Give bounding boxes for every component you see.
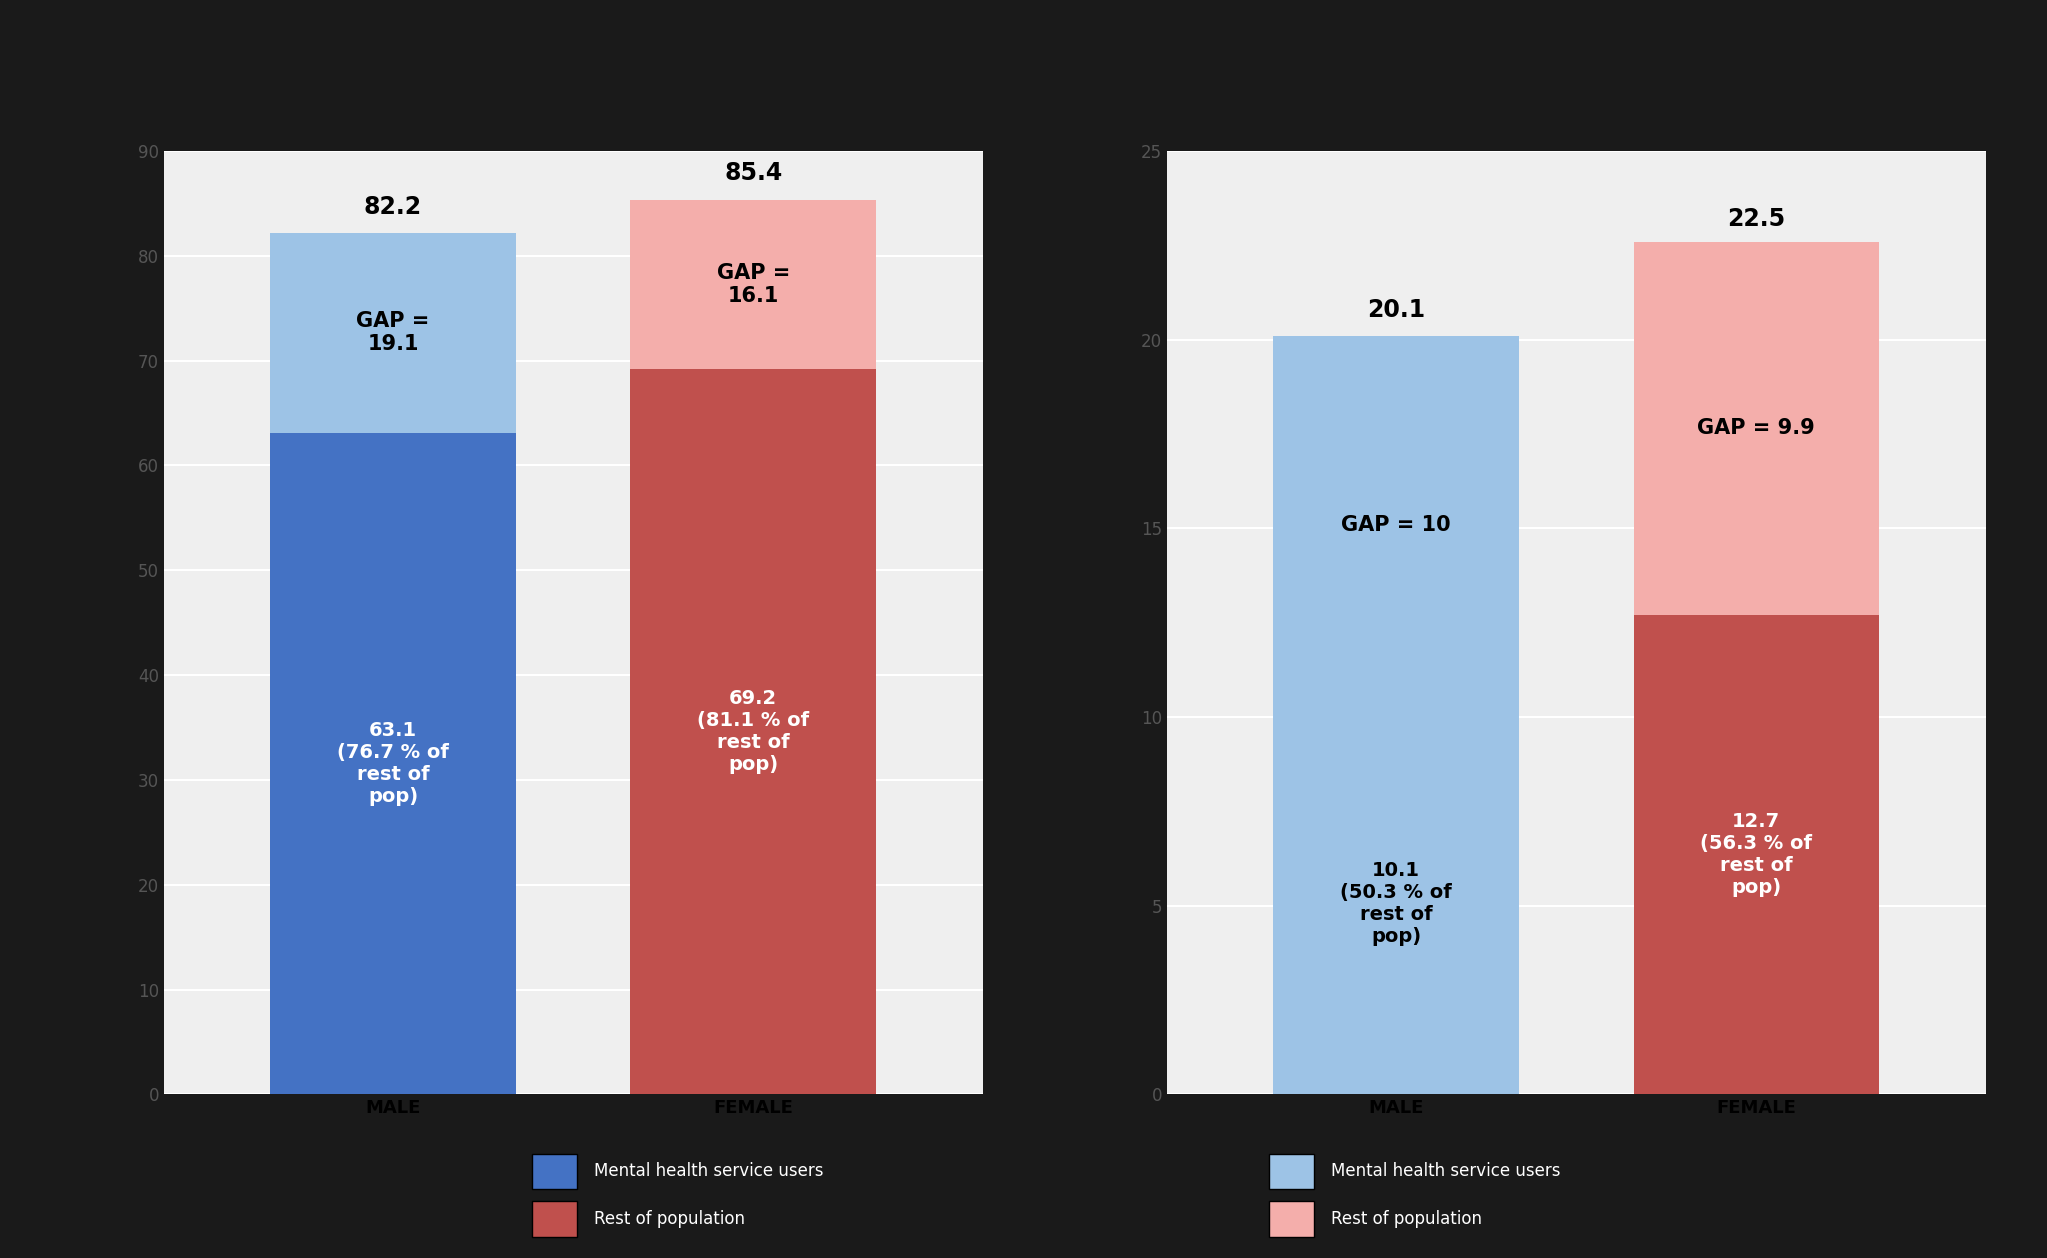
Text: GAP =
19.1: GAP = 19.1: [356, 311, 430, 355]
Bar: [1273, 713, 1519, 1094]
Text: 20.1: 20.1: [1367, 298, 1425, 322]
Text: 85.4: 85.4: [725, 161, 782, 185]
Bar: [270, 233, 516, 433]
Bar: [1273, 336, 1519, 713]
Text: Rest of population: Rest of population: [594, 1210, 745, 1228]
Text: 12.7
(56.3 % of
rest of
pop): 12.7 (56.3 % of rest of pop): [1701, 813, 1812, 897]
Text: GAP = 9.9: GAP = 9.9: [1697, 419, 1816, 438]
Bar: [1634, 615, 1879, 1094]
Text: GAP = 10: GAP = 10: [1341, 515, 1451, 535]
Bar: [630, 200, 876, 369]
Bar: [270, 433, 516, 1094]
Text: GAP =
16.1: GAP = 16.1: [716, 263, 790, 306]
Text: 82.2: 82.2: [364, 195, 422, 219]
Text: 10.1
(50.3 % of
rest of
pop): 10.1 (50.3 % of rest of pop): [1341, 862, 1451, 946]
Text: Rest of population: Rest of population: [1331, 1210, 1482, 1228]
Bar: [630, 369, 876, 1094]
Bar: [1634, 242, 1879, 615]
Text: Mental health service users: Mental health service users: [1331, 1162, 1560, 1180]
Text: 22.5: 22.5: [1728, 208, 1785, 231]
Text: Mental health service users: Mental health service users: [594, 1162, 823, 1180]
Text: 69.2
(81.1 % of
rest of
pop): 69.2 (81.1 % of rest of pop): [698, 689, 809, 774]
Text: 63.1
(76.7 % of
rest of
pop): 63.1 (76.7 % of rest of pop): [338, 721, 448, 806]
